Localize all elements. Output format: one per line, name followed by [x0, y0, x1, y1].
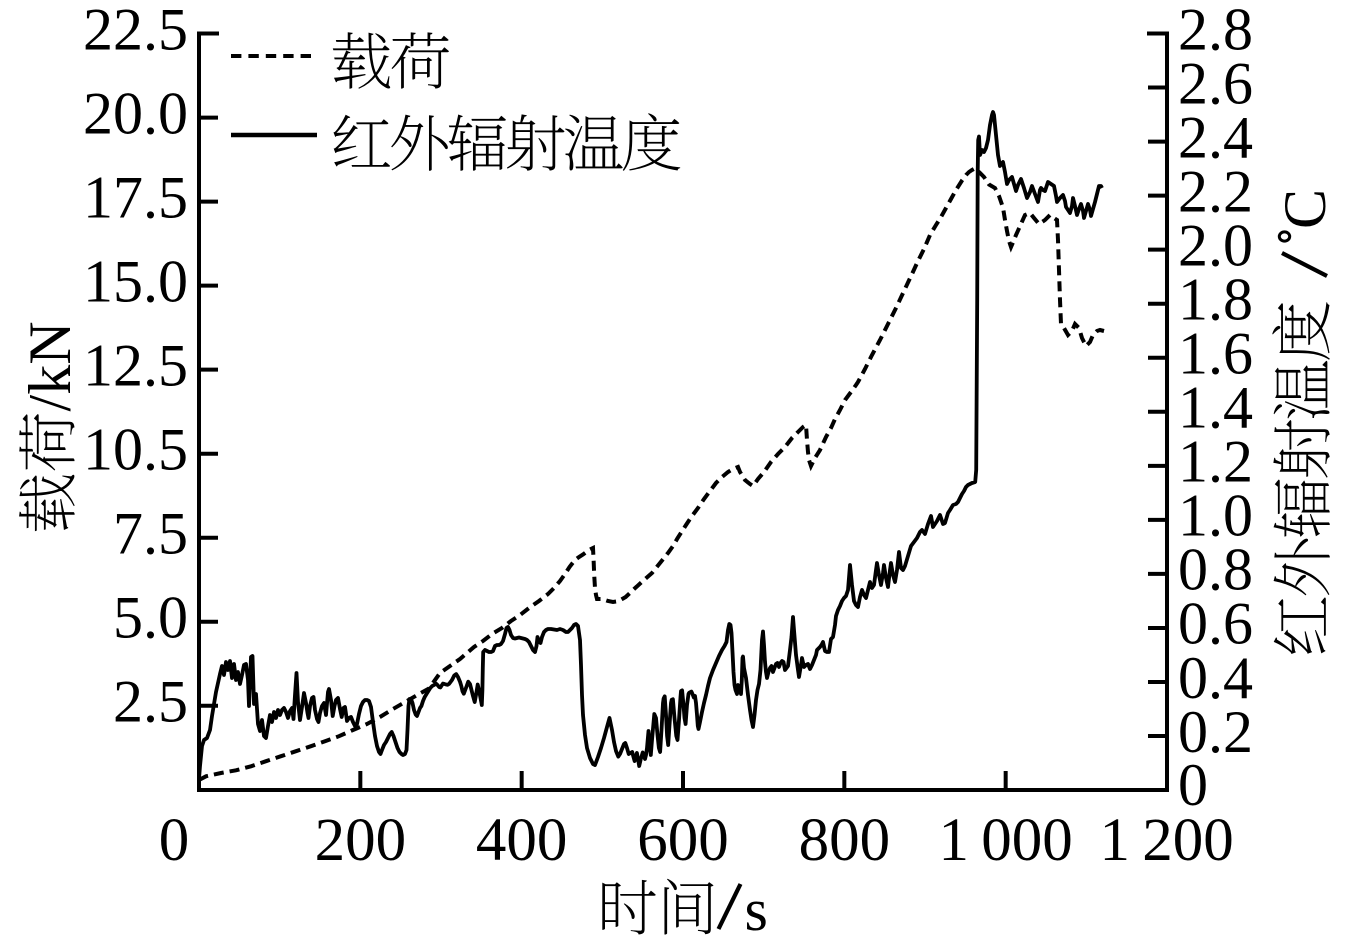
svg-text:2.8: 2.8: [1178, 0, 1253, 62]
svg-text:5.0: 5.0: [113, 585, 188, 651]
svg-text:600: 600: [637, 807, 729, 874]
svg-text:15.0: 15.0: [83, 248, 188, 314]
svg-text:0: 0: [1178, 752, 1208, 818]
svg-text:0.8: 0.8: [1178, 537, 1253, 603]
svg-text:2.6: 2.6: [1178, 50, 1253, 116]
svg-text:0.2: 0.2: [1178, 699, 1253, 765]
svg-text:s: s: [745, 877, 768, 943]
svg-text:0: 0: [159, 807, 190, 874]
svg-text:2.4: 2.4: [1178, 104, 1253, 170]
svg-text:1.2: 1.2: [1178, 429, 1253, 495]
svg-text:1 200: 1 200: [1099, 807, 1233, 874]
svg-text:0.6: 0.6: [1178, 591, 1253, 657]
svg-text:C: C: [1272, 189, 1338, 229]
svg-text:2.2: 2.2: [1178, 158, 1253, 224]
svg-text:1.6: 1.6: [1178, 321, 1253, 387]
svg-text:10.5: 10.5: [83, 417, 188, 483]
svg-text:200: 200: [315, 807, 407, 874]
svg-text:1.8: 1.8: [1178, 267, 1253, 333]
svg-text:0.4: 0.4: [1178, 645, 1253, 711]
svg-text:1.4: 1.4: [1178, 375, 1253, 441]
svg-text:12.5: 12.5: [83, 332, 188, 398]
svg-text:400: 400: [476, 807, 568, 874]
svg-text:2.0: 2.0: [1178, 212, 1253, 278]
svg-text:2.5: 2.5: [113, 669, 188, 735]
svg-text:17.5: 17.5: [83, 164, 188, 230]
svg-text:7.5: 7.5: [113, 501, 188, 567]
svg-text:22.5: 22.5: [83, 0, 188, 62]
svg-text:800: 800: [799, 807, 891, 874]
svg-text:1 000: 1 000: [939, 807, 1073, 874]
svg-text:1.0: 1.0: [1178, 483, 1253, 549]
svg-text:20.0: 20.0: [83, 80, 188, 146]
svg-text:/kN: /kN: [17, 321, 83, 411]
